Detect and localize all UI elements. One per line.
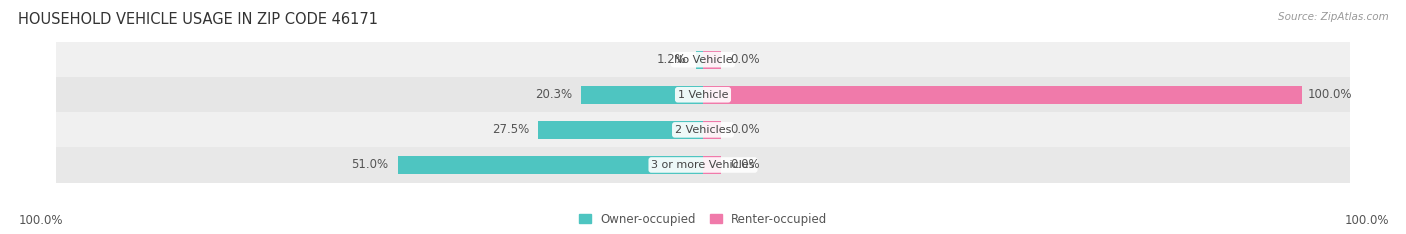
Bar (56, 147, 1350, 183)
Text: 0.0%: 0.0% (730, 53, 759, 66)
Text: 1 Vehicle: 1 Vehicle (678, 90, 728, 100)
Bar (398, 156, 703, 174)
Bar (703, 121, 721, 139)
Text: 1.2%: 1.2% (657, 53, 688, 66)
Bar (56, 77, 1350, 112)
Text: 0.0%: 0.0% (730, 158, 759, 172)
Text: 100.0%: 100.0% (18, 214, 63, 227)
Text: 100.0%: 100.0% (1308, 88, 1353, 101)
Text: 3 or more Vehicles: 3 or more Vehicles (651, 160, 755, 170)
Text: 2 Vehicles: 2 Vehicles (675, 125, 731, 135)
Text: Source: ZipAtlas.com: Source: ZipAtlas.com (1278, 12, 1389, 22)
Legend: Owner-occupied, Renter-occupied: Owner-occupied, Renter-occupied (579, 213, 827, 226)
Text: 27.5%: 27.5% (492, 123, 529, 136)
Bar (538, 121, 703, 139)
Text: 0.0%: 0.0% (730, 123, 759, 136)
Text: 100.0%: 100.0% (1344, 214, 1389, 227)
Bar (56, 42, 1350, 77)
Bar (696, 51, 703, 69)
Text: No Vehicle: No Vehicle (673, 55, 733, 65)
Bar (703, 51, 721, 69)
Bar (582, 86, 703, 104)
Bar (703, 156, 721, 174)
Bar (703, 86, 1302, 104)
Text: 20.3%: 20.3% (536, 88, 572, 101)
Text: HOUSEHOLD VEHICLE USAGE IN ZIP CODE 46171: HOUSEHOLD VEHICLE USAGE IN ZIP CODE 4617… (18, 12, 378, 27)
Bar (56, 112, 1350, 147)
Text: 51.0%: 51.0% (352, 158, 388, 172)
